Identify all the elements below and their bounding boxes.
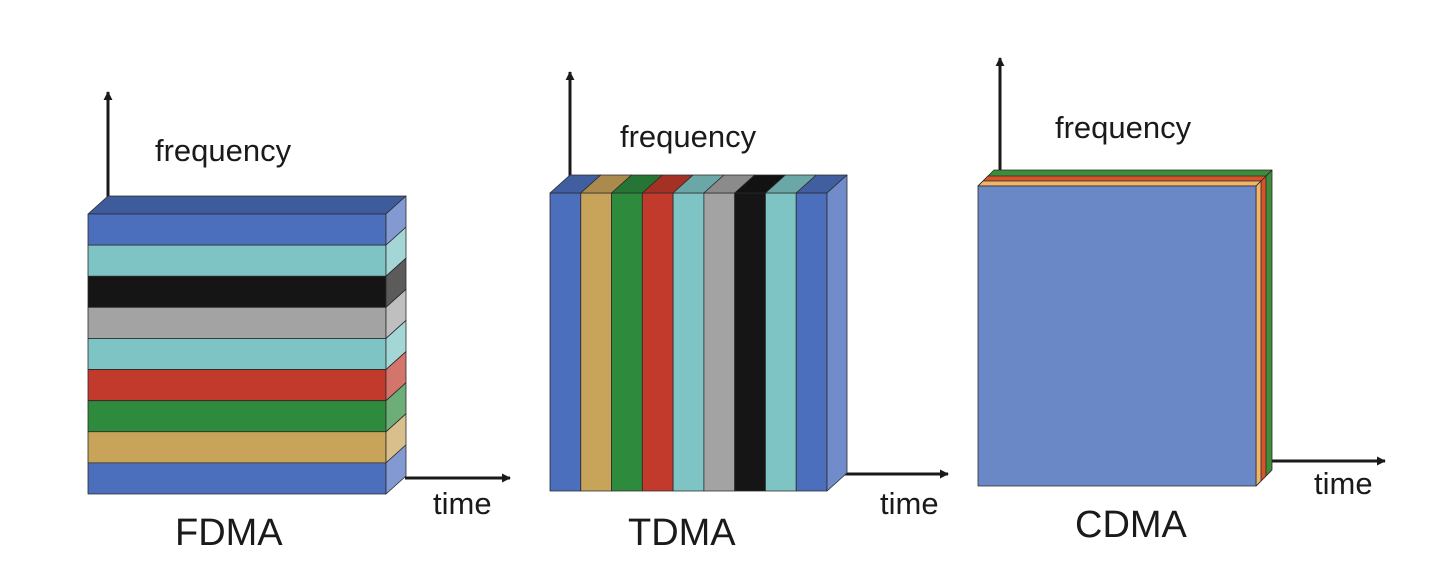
tdma-frequency-label: frequency (620, 119, 757, 154)
cdma-panel: frequency time CDMA (977, 57, 1386, 546)
tdma-panel: frequency time TDMA (549, 71, 949, 554)
fdma-band-front (87, 338, 387, 370)
fdma-block (87, 195, 407, 495)
cdma-front-face (977, 185, 1257, 487)
tdma-scheme-label: TDMA (628, 512, 736, 554)
fdma-band-front (87, 306, 387, 339)
fdma-band-front (87, 275, 387, 308)
fdma-top-face (87, 195, 407, 215)
fdma-band-front (87, 244, 387, 277)
fdma-band-front (87, 462, 387, 495)
cdma-frequency-label: frequency (1055, 110, 1192, 145)
fdma-band-front (87, 431, 387, 464)
fdma-panel: frequency time FDMA (87, 91, 511, 554)
tdma-block (549, 174, 848, 492)
tdma-slot-front (611, 192, 643, 492)
fdma-frequency-label: frequency (155, 133, 292, 168)
fdma-band-front (87, 400, 387, 433)
tdma-slot-front (549, 192, 582, 492)
tdma-slot-front (703, 192, 736, 492)
tdma-slot-front (641, 192, 674, 492)
tdma-slot-front (734, 192, 766, 492)
tdma-slot-front (672, 192, 705, 492)
fdma-time-label: time (433, 486, 492, 521)
tdma-slot-front (580, 192, 612, 492)
tdma-time-label: time (880, 486, 939, 521)
tdma-slot-front (765, 192, 797, 492)
fdma-band-front (87, 369, 387, 402)
cdma-time-label: time (1314, 466, 1373, 501)
fdma-band-front (87, 213, 387, 246)
fdma-scheme-label: FDMA (175, 512, 283, 554)
tdma-slot-front (795, 192, 828, 492)
cdma-code-layer-top (977, 180, 1262, 187)
fdma-band-side (385, 444, 407, 495)
tdma-side-face (826, 174, 848, 492)
cdma-block (977, 169, 1273, 487)
cdma-code-layer-side (1255, 180, 1262, 487)
cdma-scheme-label: CDMA (1075, 504, 1188, 546)
